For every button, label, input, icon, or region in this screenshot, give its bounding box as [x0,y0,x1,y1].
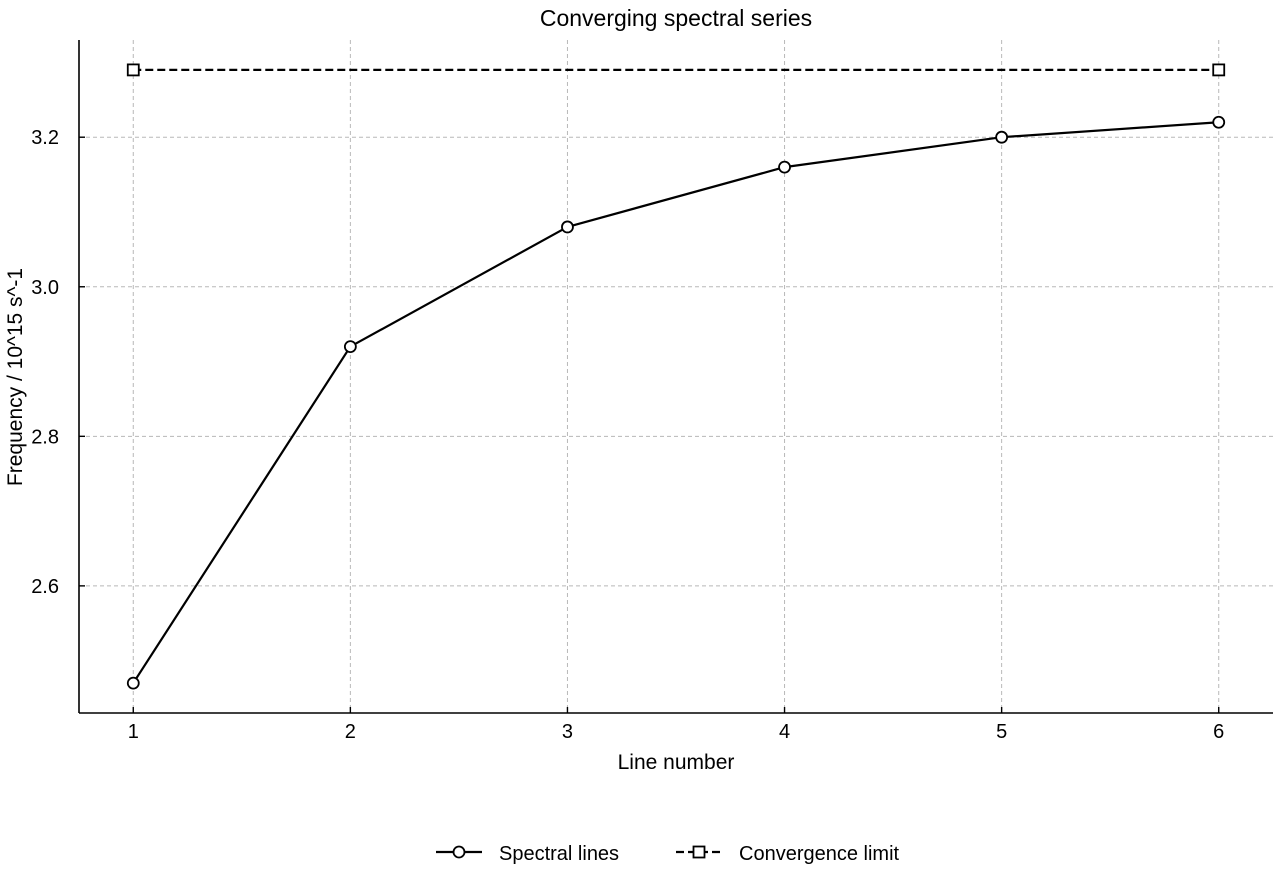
x-tick-label: 5 [996,721,1007,743]
data-point-spectral-lines [1212,115,1226,129]
chart-title: Converging spectral series [540,5,812,31]
x-tick-label: 4 [779,721,790,743]
ticks-layer: 1 2 3 4 5 6 2.6 2.8 3.0 3.2 [31,127,1224,743]
data-point-spectral-lines [778,160,791,174]
y-tick-label: 3.2 [31,127,59,149]
data-point-convergence-limit [1212,63,1226,77]
data-point-spectral-lines [995,130,1009,144]
y-axis-label: Frequency / 10^15 s^-1 [4,268,27,486]
x-axis-label: Line number [618,751,735,774]
legend-item-convergence-limit: Convergence limit [676,843,900,865]
data-point-spectral-lines [343,340,357,353]
x-tick-label: 1 [128,721,139,743]
y-tick-label: 2.8 [31,426,59,448]
markers-layer [126,63,1226,690]
legend-marker-convergence-limit [692,845,706,859]
x-tick-label: 3 [562,721,573,743]
axes-layer [78,40,1273,714]
grid-layer [79,40,1273,713]
legend-label-convergence-limit: Convergence limit [739,843,900,865]
legend-item-spectral-lines: Spectral lines [436,843,619,865]
series-layer [132,68,1219,684]
x-tick-label: 2 [345,721,356,743]
legend-label-spectral-lines: Spectral lines [499,843,619,865]
legend: Spectral lines Convergence limit [436,843,900,865]
legend-marker-spectral-lines [452,845,466,859]
series-line-spectral-lines [132,121,1219,684]
y-tick-label: 3.0 [31,277,59,299]
data-point-spectral-lines [561,220,574,234]
y-tick-label: 2.6 [31,576,59,598]
data-point-convergence-limit [126,63,140,77]
x-tick-label: 6 [1213,721,1224,743]
data-point-spectral-lines [126,676,140,690]
